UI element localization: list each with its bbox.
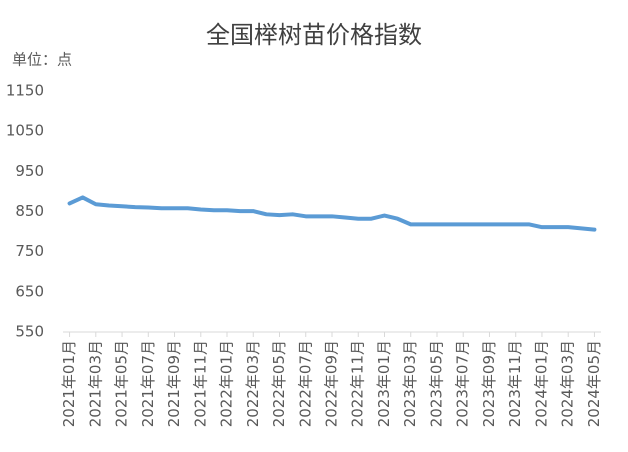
y-tick-label: 1050 [6,122,44,140]
x-tick-label: 2022年03月 [244,340,262,427]
x-tick-label: 2022年05月 [270,340,288,427]
x-tick-label: 2023年11月 [506,340,524,427]
x-tick-label: 2021年11月 [191,340,209,427]
y-tick-label: 550 [15,323,44,341]
x-tick-label: 2023年01月 [375,340,393,427]
y-tick-label: 750 [15,242,44,260]
x-tick-label: 2021年01月 [60,340,78,427]
x-tick-label: 2023年07月 [454,340,472,427]
x-tick-label: 2021年03月 [86,340,104,427]
y-axis-label: 单位：点 [12,51,72,69]
x-tick-label: 2022年11月 [349,340,367,427]
y-tick-label: 950 [15,162,44,180]
x-tick-label: 2022年01月 [218,340,236,427]
x-tick-label: 2023年09月 [480,340,498,427]
x-tick-label: 2024年05月 [585,340,603,427]
y-tick-label: 650 [15,282,44,300]
chart-title: 全国榉树苗价格指数 [206,21,422,49]
x-tick-label: 2024年01月 [532,340,550,427]
y-tick-label: 1150 [6,82,44,100]
y-tick-label: 850 [15,202,44,220]
x-tick-label: 2022年09月 [323,340,341,427]
x-tick-label: 2023年03月 [401,340,419,427]
x-tick-label: 2022年07月 [296,340,314,427]
x-tick-label: 2023年05月 [427,340,445,427]
x-tick-label: 2021年09月 [165,340,183,427]
x-tick-label: 2024年03月 [559,340,577,427]
x-tick-label: 2021年05月 [113,340,131,427]
data-line [67,195,597,232]
x-tick-label: 2021年07月 [139,340,157,427]
